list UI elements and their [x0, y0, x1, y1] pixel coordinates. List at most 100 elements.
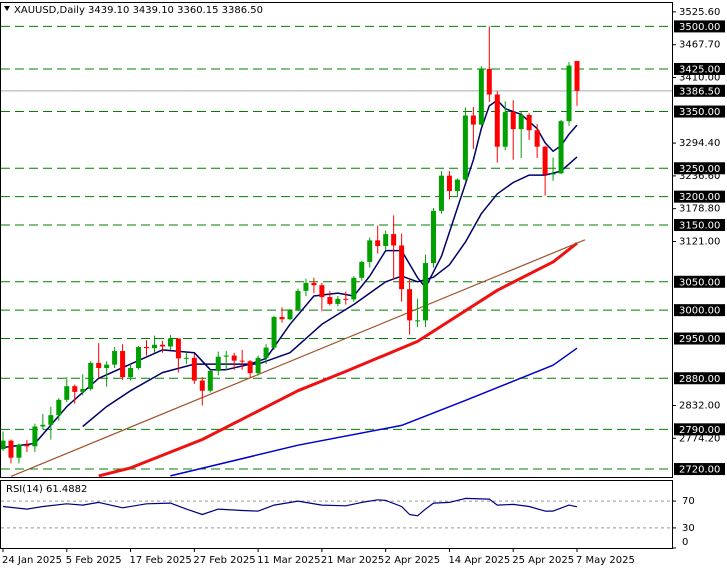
candle-body: [191, 357, 197, 381]
level-label: 3425.00: [679, 64, 720, 75]
candle-body: [136, 347, 142, 369]
candle-body: [303, 282, 309, 291]
y-tick-label: 3467.70: [679, 40, 720, 51]
level-label: 3250.00: [679, 164, 720, 175]
candle-body: [415, 320, 421, 322]
candle-body: [247, 361, 253, 374]
candle-body: [279, 316, 285, 320]
level-label-box: [674, 275, 725, 288]
candle-body: [271, 316, 277, 348]
y-tick-label: 3236.60: [679, 171, 720, 182]
last-price-box: [674, 84, 725, 97]
candle-body: [510, 112, 516, 130]
level-label: 3150.00: [679, 221, 720, 232]
candle-body: [399, 245, 405, 290]
candle-body: [486, 68, 492, 95]
x-tick-label: 27 Feb 2025: [193, 555, 255, 566]
candle-body: [407, 289, 413, 321]
candle-body: [72, 386, 78, 392]
rsi-line: [2, 497, 578, 517]
moving-average-line: [98, 242, 578, 477]
candle-body: [327, 297, 333, 304]
moving-average-line: [10, 239, 586, 477]
candle-body: [1, 440, 6, 450]
x-tick-label: 7 May 2025: [576, 555, 635, 566]
candle-body: [239, 360, 245, 362]
candle-body: [24, 444, 30, 447]
candle-body: [32, 426, 38, 447]
x-tick-label: 24 Jan 2025: [2, 555, 62, 566]
level-label-box: [674, 190, 725, 203]
candle-body: [144, 347, 149, 349]
level-label-box: [674, 463, 725, 476]
candle-body: [183, 357, 189, 359]
moving-average-line: [170, 347, 578, 477]
candle-body: [56, 399, 62, 416]
candle-body: [128, 368, 134, 378]
candle-body: [263, 347, 269, 358]
y-tick-label: 3178.80: [679, 204, 720, 215]
rsi-tick-label: 30: [682, 523, 695, 534]
candle-body: [223, 355, 229, 357]
candle-body: [215, 356, 221, 371]
candle-body: [534, 130, 540, 147]
x-tick-label: 5 Feb 2025: [66, 555, 122, 566]
candle-body: [287, 309, 293, 320]
candle-body: [574, 60, 580, 91]
level-label-box: [674, 162, 725, 175]
candle-body: [40, 424, 46, 427]
y-tick-label: 3525.60: [679, 7, 720, 18]
rsi-frame: [0, 480, 673, 549]
level-label-box: [674, 20, 725, 33]
x-tick-label: 17 Feb 2025: [130, 555, 192, 566]
candle-body: [423, 263, 429, 321]
candle-body: [438, 175, 444, 211]
candle-body: [502, 112, 508, 147]
candle-body: [566, 65, 572, 122]
candle-body: [526, 114, 532, 131]
candle-body: [311, 282, 317, 286]
last-price-label: 3386.50: [679, 86, 720, 97]
main-frame: [0, 2, 673, 478]
candle-body: [335, 298, 341, 304]
candle-body: [120, 351, 126, 378]
candle-body: [104, 364, 110, 369]
candle-body: [16, 444, 22, 458]
level-label-box: [674, 372, 725, 385]
level-label-box: [674, 105, 725, 118]
candle-body: [558, 121, 564, 174]
candle-body: [542, 146, 548, 175]
level-label-box: [674, 423, 725, 436]
candle-body: [454, 179, 460, 191]
level-label-box: [674, 304, 725, 317]
candle-body: [207, 370, 213, 391]
candle-body: [470, 115, 476, 125]
candle-body: [48, 415, 54, 425]
candle-body: [96, 362, 102, 369]
candle-body: [255, 357, 261, 374]
candle-body: [446, 175, 452, 191]
candle-body: [359, 261, 365, 278]
level-label-box: [674, 62, 725, 75]
y-tick-label: 2774.20: [679, 433, 720, 444]
y-tick-label: 3121.00: [679, 236, 720, 247]
x-tick-label: 25 Apr 2025: [512, 555, 574, 566]
candle-body: [462, 115, 468, 180]
level-label: 3350.00: [679, 107, 720, 118]
candle-body: [159, 344, 165, 347]
candle-body: [80, 389, 86, 392]
candle-body: [319, 285, 325, 298]
candle-body: [431, 210, 436, 264]
x-tick-label: 2 Apr 2025: [385, 555, 440, 566]
candle-body: [8, 440, 14, 458]
level-label: 2790.00: [679, 425, 720, 436]
level-label: 3050.00: [679, 277, 720, 288]
y-tick-label: 3410.00: [679, 72, 720, 83]
candle-body: [231, 355, 237, 361]
candle-body: [167, 338, 173, 347]
level-label: 3500.00: [679, 22, 720, 33]
candle-body: [112, 351, 118, 365]
level-label: 2950.00: [679, 334, 720, 345]
candle-body: [151, 344, 157, 349]
